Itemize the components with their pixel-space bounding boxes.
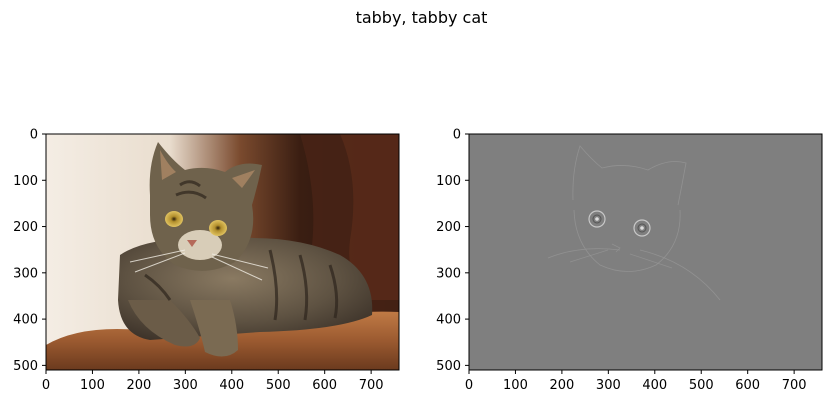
gradient-map-y-tick-label: 400: [436, 313, 461, 328]
gradient-map-y-tick-label: 0: [453, 128, 461, 143]
gradient-map-x-tick-label: 100: [503, 378, 528, 393]
gradient-map-y-tick-label: 500: [436, 359, 461, 374]
figure-title: tabby, tabby cat: [355, 8, 488, 27]
gradient-map-y-tick-label: 300: [436, 266, 461, 281]
gradient-map-y-tick-label: 100: [436, 174, 461, 189]
photo-axes: 0 100 200 300 400 500 600 700 0 100 200 300 400 500: [13, 128, 383, 394]
photo-x-tick-label: 700: [359, 378, 384, 393]
gradient-map-axes: 0 100 200 300 400 500 600 700 0 100 200 300 400 500: [436, 128, 806, 394]
gradient-map-x-tick-label: 600: [735, 378, 760, 393]
photo-y-tick-label: 0: [30, 128, 38, 143]
gradient-map-x-tick-label: 300: [596, 378, 621, 393]
photo-frame: [45, 133, 400, 371]
photo-y-tick-label: 100: [13, 174, 38, 189]
photo-x-tick-label: 400: [219, 378, 244, 393]
gradient-map-x-tick-label: 500: [689, 378, 714, 393]
photo-x-tick-label: 500: [266, 378, 291, 393]
photo-x-tick-label: 200: [126, 378, 151, 393]
photo-panel: [46, 134, 399, 370]
gradient-map-x-tick-label: 200: [549, 378, 574, 393]
gradient-map-panel: [469, 134, 822, 370]
photo-x-tick-label: 100: [80, 378, 105, 393]
gradient-map-y-tick-label: 200: [436, 220, 461, 235]
photo-y-tick-label: 200: [13, 220, 38, 235]
photo-y-tick-label: 400: [13, 313, 38, 328]
gradient-map-frame: [468, 133, 823, 371]
gradient-map-x-tick-label: 400: [642, 378, 667, 393]
photo-x-tick-label: 300: [173, 378, 198, 393]
gradient-map-x-tick-label: 700: [782, 378, 807, 393]
photo-y-tick-label: 500: [13, 359, 38, 374]
gradient-map-x-tick-label: 0: [465, 378, 473, 393]
photo-y-tick-label: 300: [13, 266, 38, 281]
photo-x-tick-label: 600: [312, 378, 337, 393]
photo-x-tick-label: 0: [42, 378, 50, 393]
